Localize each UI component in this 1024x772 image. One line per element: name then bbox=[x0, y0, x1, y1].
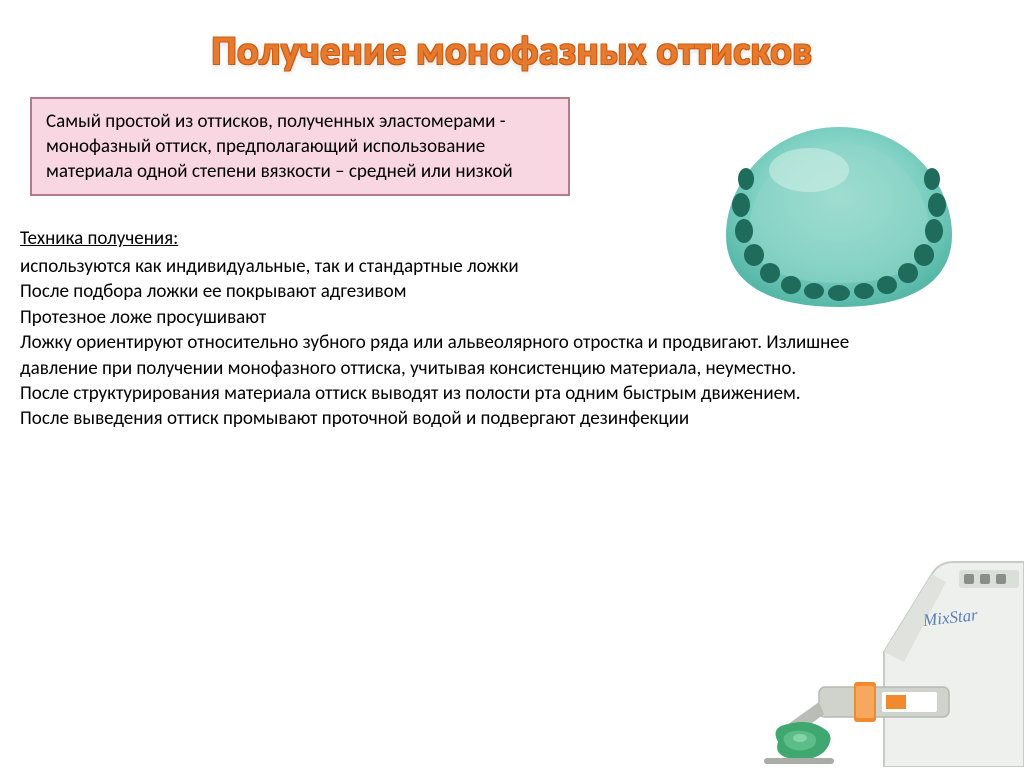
mixing-device-image: MixStar bbox=[764, 522, 1024, 767]
page-title: Получение монофазных оттисков bbox=[0, 0, 1024, 75]
dental-impression-image bbox=[714, 115, 964, 315]
highlight-box: Самый простой из оттисков, полученных эл… bbox=[30, 97, 570, 196]
